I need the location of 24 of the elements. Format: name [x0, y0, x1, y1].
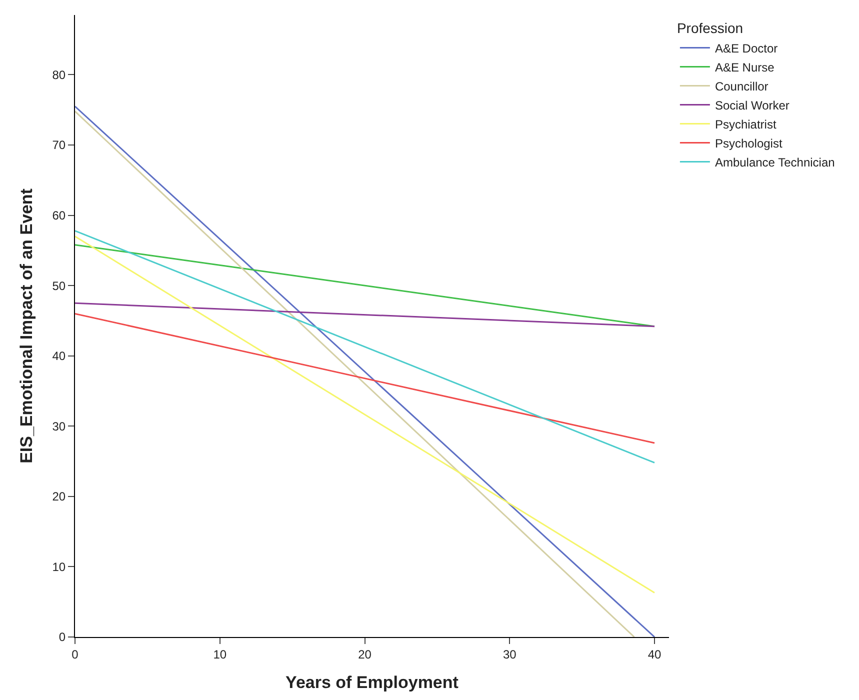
x-tick-label: 0 — [72, 647, 79, 662]
x-axis-title: Years of Employment — [286, 672, 459, 692]
x-tick-label: 30 — [502, 647, 517, 662]
y-tick-label: 70 — [52, 138, 66, 152]
x-tick-label: 10 — [213, 647, 227, 662]
y-tick-label: 50 — [52, 278, 66, 293]
y-tick-label: 30 — [52, 419, 66, 434]
y-tick-label: 80 — [52, 68, 66, 82]
legend-label: Psychologist — [714, 136, 783, 150]
y-tick-label: 20 — [52, 490, 66, 504]
legend-label: Councillor — [714, 79, 768, 94]
legend-title: Profession — [676, 20, 744, 36]
y-axis-title: EIS_Emotional Impact of an Event — [16, 188, 36, 464]
y-tick-label: 10 — [52, 560, 66, 574]
legend-label: A&E Nurse — [714, 60, 775, 74]
y-tick-label: 0 — [58, 630, 66, 644]
y-tick-label: 40 — [52, 349, 66, 364]
legend-label: Psychiatrist — [714, 117, 777, 132]
legend-label: Ambulance Technician — [714, 155, 835, 170]
legend-label: Social Worker — [714, 98, 790, 112]
x-tick-label: 40 — [648, 647, 662, 662]
legend-label: A&E Doctor — [714, 41, 778, 56]
y-tick-label: 60 — [52, 208, 66, 223]
x-tick-label: 20 — [358, 647, 372, 662]
